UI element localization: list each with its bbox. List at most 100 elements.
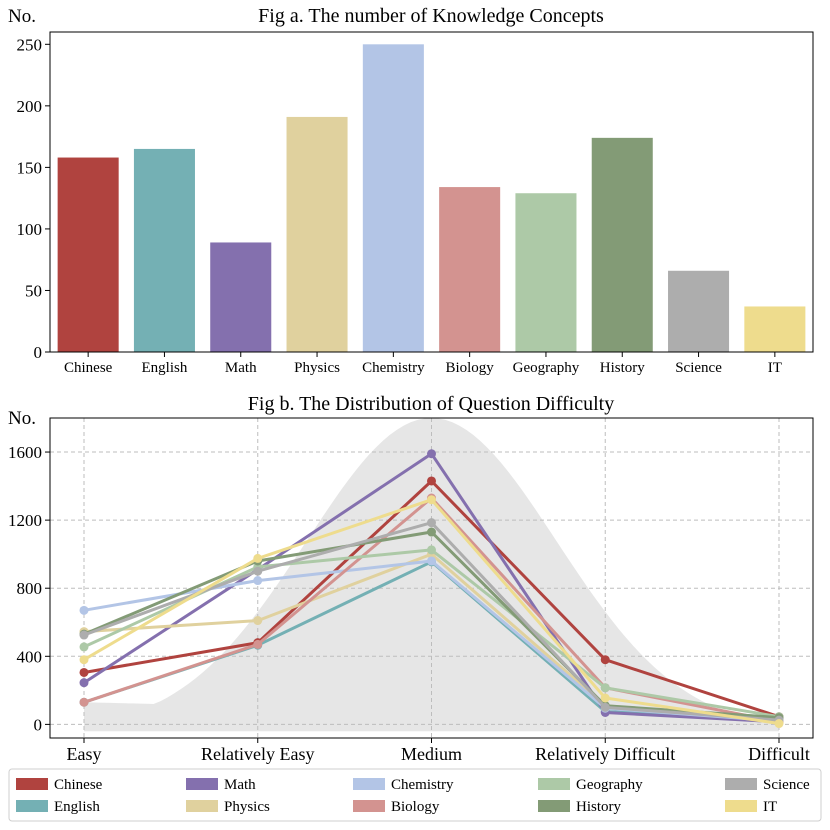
x-tick-label-relatively-easy: Relatively Easy [201, 744, 314, 764]
legend-item-geography: Geography [538, 777, 643, 793]
point-it-medium [427, 495, 436, 505]
bar-chinese [57, 157, 119, 352]
point-chemistry-easy [79, 605, 89, 615]
x-tick-label-relatively-difficult: Relatively Difficult [535, 744, 675, 764]
y-tick-label: 150 [17, 158, 43, 177]
point-science-relatively-difficult [600, 702, 610, 712]
legend-swatch [353, 800, 385, 812]
legend-label: IT [763, 799, 777, 815]
y-tick-label: 1600 [8, 443, 42, 462]
point-chemistry-medium [427, 556, 436, 566]
x-tick-label-geography: Geography [513, 360, 580, 376]
x-tick-label-chemistry: Chemistry [362, 360, 425, 376]
y-tick-label: 200 [17, 97, 43, 116]
legend-item-it: IT [725, 799, 777, 815]
x-tick-label-history: History [600, 360, 646, 376]
legend-swatch [725, 778, 757, 790]
bar-chemistry [362, 44, 424, 353]
bar-it [744, 306, 806, 352]
y-tick-label: 0 [34, 343, 43, 362]
legend-item-physics: Physics [186, 799, 270, 815]
y-tick-label: 1200 [8, 511, 42, 530]
bar-english [133, 148, 195, 352]
y-tick-label: 0 [34, 715, 43, 734]
chart-a: Fig a. The number of Knowledge Concepts … [8, 5, 814, 376]
legend-swatch [538, 778, 570, 790]
point-geography-medium [427, 545, 436, 555]
point-it-easy [79, 655, 89, 665]
legend-swatch [538, 800, 570, 812]
point-biology-easy [79, 697, 89, 707]
x-tick-label-math: Math [225, 360, 257, 376]
chart-b-title: Fig b. The Distribution of Question Diff… [248, 393, 614, 415]
legend-label: History [576, 799, 622, 815]
y-tick-label: 250 [17, 35, 43, 54]
x-tick-label-it: IT [768, 360, 782, 376]
legend-swatch [353, 778, 385, 790]
legend-label: English [54, 799, 100, 815]
point-history-medium [427, 527, 436, 537]
y-tick-label: 400 [17, 647, 43, 666]
x-tick-label-science: Science [675, 360, 722, 376]
plot-frame [49, 417, 814, 739]
point-geography-relatively-difficult [600, 683, 610, 693]
bar-geography [515, 193, 577, 352]
x-tick-label-physics: Physics [294, 360, 340, 376]
legend-label: Geography [576, 777, 643, 793]
legend-item-chemistry: Chemistry [353, 777, 454, 793]
legend-swatch [186, 778, 218, 790]
point-it-relatively-easy [253, 553, 263, 563]
point-it-difficult [774, 719, 784, 729]
point-it-relatively-difficult [600, 693, 610, 703]
y-tick-label: 100 [17, 220, 43, 239]
legend-item-math: Math [186, 777, 256, 793]
legend-swatch [186, 800, 218, 812]
legend-item-science: Science [725, 777, 810, 793]
point-chinese-medium [427, 476, 436, 486]
point-geography-easy [79, 642, 89, 652]
legend-swatch [16, 800, 48, 812]
point-math-easy [79, 678, 89, 688]
chart-b-ylabel: No. [8, 408, 36, 429]
legend-label: Biology [391, 799, 440, 815]
legend-swatch [725, 800, 757, 812]
chart-a-ylabel: No. [8, 6, 36, 27]
chart-b: Fig b. The Distribution of Question Diff… [8, 393, 822, 822]
series-it [79, 495, 784, 729]
chart-a-title: Fig a. The number of Knowledge Concepts [258, 5, 604, 27]
point-science-relatively-easy [253, 566, 263, 576]
x-tick-label-medium: Medium [401, 744, 462, 764]
legend-label: Chemistry [391, 777, 454, 793]
bar-math [210, 242, 272, 352]
legend-swatch [16, 778, 48, 790]
bar-history [591, 137, 653, 352]
legend-label: Math [224, 777, 256, 793]
x-tick-label-biology: Biology [445, 360, 494, 376]
bar-biology [439, 187, 501, 352]
legend-label: Science [763, 777, 810, 793]
legend: Chinese English Math Physics Chemistry Biolog… [8, 768, 822, 822]
point-science-easy [79, 630, 89, 640]
point-chinese-easy [79, 667, 89, 677]
legend-item-biology: Biology [353, 799, 440, 815]
point-chemistry-relatively-easy [253, 576, 263, 586]
plot-frame [49, 31, 814, 353]
legend-label: Physics [224, 799, 270, 815]
y-tick-label: 50 [25, 281, 42, 300]
bar-science [668, 270, 730, 352]
x-tick-label-chinese: Chinese [64, 360, 113, 376]
point-biology-relatively-easy [253, 639, 263, 649]
legend-item-history: History [538, 799, 622, 815]
bar-physics [286, 116, 348, 352]
x-tick-label-easy: Easy [67, 744, 102, 764]
point-physics-relatively-easy [253, 616, 263, 626]
x-tick-label-difficult: Difficult [748, 744, 810, 764]
point-chinese-relatively-difficult [600, 655, 610, 665]
y-tick-label: 800 [17, 579, 43, 598]
x-tick-label-english: English [142, 360, 188, 376]
point-math-medium [427, 449, 436, 459]
legend-item-english: English [16, 799, 100, 815]
legend-item-chinese: Chinese [16, 777, 103, 793]
point-science-medium [427, 518, 436, 528]
